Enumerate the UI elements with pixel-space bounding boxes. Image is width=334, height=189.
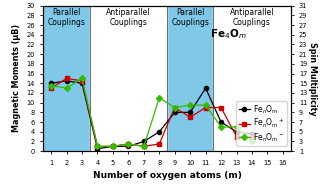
Text: Antiparallel
Couplings: Antiparallel Couplings <box>230 8 274 27</box>
Bar <box>43 6 90 151</box>
Y-axis label: Magnetic Moments (μB): Magnetic Moments (μB) <box>12 24 21 132</box>
Text: Parallel
Couplings: Parallel Couplings <box>48 8 86 27</box>
Y-axis label: Spin Multiplicity: Spin Multiplicity <box>308 42 317 115</box>
Text: Antiparallel
Couplings: Antiparallel Couplings <box>106 8 151 27</box>
Bar <box>90 6 167 151</box>
Bar <box>213 6 291 151</box>
Bar <box>167 6 213 151</box>
X-axis label: Number of oxygen atoms (m): Number of oxygen atoms (m) <box>93 171 241 180</box>
Text: Parallel
Couplings: Parallel Couplings <box>171 8 209 27</box>
Legend: Fe$_n$O$_m$, Fe$_n$O$_m$$^+$, Fe$_n$O$_m$$^-$: Fe$_n$O$_m$, Fe$_n$O$_m$$^+$, Fe$_n$O$_m… <box>236 101 287 146</box>
Text: Fe$_4$O$_m$: Fe$_4$O$_m$ <box>210 28 247 41</box>
